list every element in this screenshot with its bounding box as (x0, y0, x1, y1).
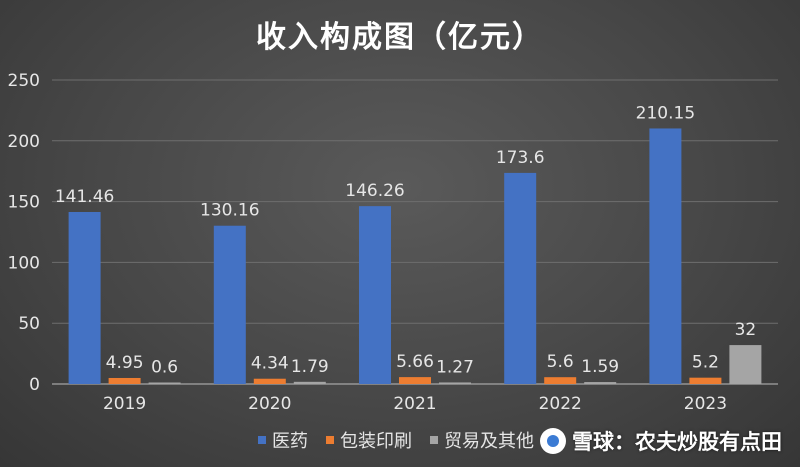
x-tick-label: 2023 (684, 394, 727, 414)
x-tick-label: 2020 (248, 394, 291, 414)
data-label: 173.6 (496, 148, 545, 168)
data-label: 4.34 (251, 354, 289, 374)
bar-医药-2023 (649, 128, 682, 384)
data-label: 130.16 (200, 201, 259, 221)
legend-swatch (430, 436, 438, 444)
bar-贸易及其他-2021 (439, 382, 471, 384)
bar-医药-2021 (359, 206, 391, 384)
data-label: 1.59 (581, 357, 619, 377)
legend-label: 包装印刷 (340, 431, 412, 452)
bar-贸易及其他-2023 (729, 345, 762, 384)
y-tick-label: 150 (8, 193, 40, 213)
data-label: 0.6 (151, 358, 178, 378)
legend-label: 医药 (272, 431, 308, 452)
bar-贸易及其他-2019 (148, 382, 181, 384)
watermark-text: 雪球：农夫炒股有点田 (572, 430, 782, 454)
bar-包装印刷-2022 (544, 377, 577, 384)
bar-贸易及其他-2022 (584, 382, 617, 384)
bar-贸易及其他-2020 (293, 381, 326, 384)
data-label: 4.95 (106, 353, 144, 373)
y-tick-label: 50 (18, 314, 40, 334)
legend-label: 贸易及其他 (444, 431, 534, 452)
x-tick-label: 2019 (103, 394, 146, 414)
data-label: 141.46 (55, 187, 114, 207)
data-label: 32 (735, 320, 757, 340)
legend-item: 包装印刷 (326, 427, 412, 453)
x-tick-label: 2022 (539, 394, 582, 414)
bar-包装印刷-2020 (253, 378, 286, 384)
x-tick-label: 2021 (393, 394, 436, 414)
data-label: 5.66 (396, 352, 434, 372)
y-tick-label: 250 (8, 71, 40, 91)
y-tick-label: 0 (29, 375, 40, 395)
snowball-logo-icon (540, 428, 566, 454)
bar-包装印刷-2023 (689, 377, 722, 384)
chart-title: 收入构成图（亿元） (256, 20, 544, 55)
watermark: 雪球：农夫炒股有点田 (540, 424, 792, 458)
legend-item: 贸易及其他 (430, 427, 534, 453)
chart-legend: 医药 包装印刷 贸易及其他 (258, 426, 534, 454)
bar-医药-2020 (213, 225, 246, 384)
data-label: 146.26 (345, 181, 404, 201)
bar-医药-2019 (68, 211, 101, 384)
y-tick-label: 200 (8, 132, 40, 152)
data-label: 1.79 (291, 357, 329, 377)
data-label: 5.6 (547, 352, 574, 372)
legend-swatch (326, 436, 334, 444)
legend-item: 医药 (258, 427, 308, 453)
data-label: 1.27 (436, 357, 474, 377)
y-tick-label: 100 (8, 253, 40, 273)
bar-医药-2022 (504, 172, 537, 384)
data-label: 5.2 (692, 353, 719, 373)
data-label: 210.15 (636, 103, 695, 123)
bar-包装印刷-2019 (108, 377, 141, 384)
bar-包装印刷-2021 (399, 377, 431, 384)
legend-swatch (258, 436, 266, 444)
